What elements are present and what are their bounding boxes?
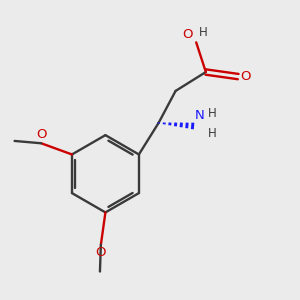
Text: O: O bbox=[182, 28, 193, 41]
Text: H: H bbox=[208, 107, 216, 120]
Text: H: H bbox=[199, 26, 208, 39]
Text: O: O bbox=[241, 70, 251, 83]
Text: O: O bbox=[96, 246, 106, 259]
Text: O: O bbox=[36, 128, 46, 141]
Text: N: N bbox=[195, 110, 205, 122]
Text: H: H bbox=[208, 128, 216, 140]
